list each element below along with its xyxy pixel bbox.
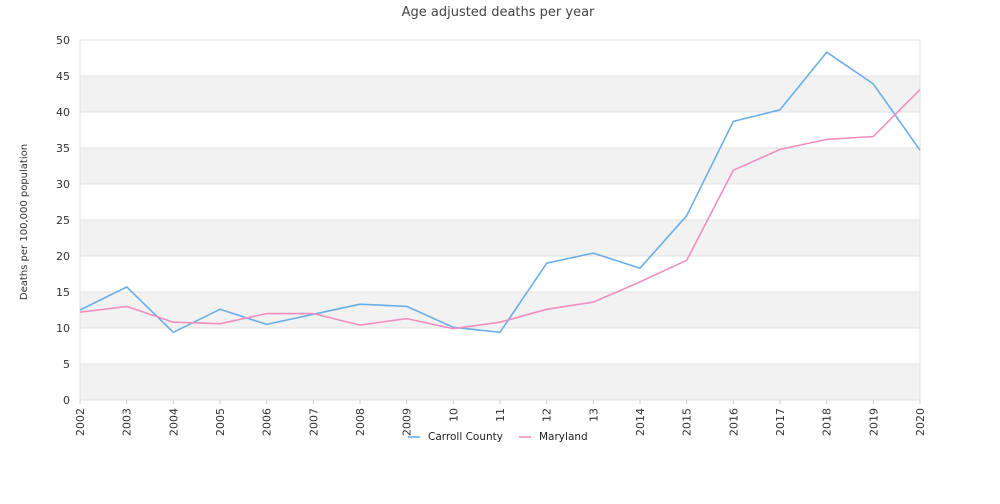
grid-band xyxy=(80,256,920,292)
y-tick-labels: 0 5 10 15 20 25 30 35 40 45 50 xyxy=(56,34,70,407)
y-tick-label: 5 xyxy=(63,358,70,371)
x-tick-label: 2009 xyxy=(401,408,414,436)
x-tick-label: 2020 xyxy=(914,408,927,436)
x-tick-label: 2016 xyxy=(727,408,740,436)
x-tick-labels: 2002 2003 2004 2005 2006 2007 2008 2009 10 11 12 13… xyxy=(74,400,927,436)
grid-band xyxy=(80,184,920,220)
x-tick-label: 2006 xyxy=(261,408,274,436)
grid-band xyxy=(80,148,920,184)
y-tick-label: 50 xyxy=(56,34,70,47)
grid-band xyxy=(80,76,920,112)
legend-label: Maryland xyxy=(539,431,588,443)
x-tick-label: 2002 xyxy=(74,408,87,436)
x-tick-label: 10 xyxy=(447,408,460,422)
x-tick-label: 2003 xyxy=(121,408,134,436)
grid-bands xyxy=(80,40,920,400)
x-tick-label: 2014 xyxy=(634,408,647,436)
x-tick-label: 2019 xyxy=(867,408,880,436)
x-tick-label: 2004 xyxy=(167,408,180,436)
y-tick-label: 15 xyxy=(56,286,70,299)
series-lines xyxy=(79,51,921,334)
y-tick-label: 35 xyxy=(56,142,70,155)
y-tick-label: 10 xyxy=(56,322,70,335)
grid-band xyxy=(80,112,920,148)
y-tick-label: 45 xyxy=(56,70,70,83)
legend: Carroll County Maryland xyxy=(408,431,588,443)
grid-band xyxy=(80,364,920,400)
x-tick-label: 2017 xyxy=(774,408,787,436)
x-tick-label: 2005 xyxy=(214,408,227,436)
x-tick-label: 2015 xyxy=(681,408,694,436)
x-tick-label: 2008 xyxy=(354,408,367,436)
series-line-carroll-county xyxy=(79,51,921,334)
y-tick-label: 20 xyxy=(56,250,70,263)
y-tick-label: 40 xyxy=(56,106,70,119)
y-tick-label: 25 xyxy=(56,214,70,227)
y-tick-label: 30 xyxy=(56,178,70,191)
chart-title: Age adjusted deaths per year xyxy=(402,5,595,20)
x-tick-label: 11 xyxy=(494,408,507,422)
x-tick-label: 12 xyxy=(541,408,554,422)
grid-band xyxy=(80,40,920,76)
grid-band xyxy=(80,328,920,364)
legend-label: Carroll County xyxy=(428,431,503,443)
y-axis-label: Deaths per 100,000 population xyxy=(19,144,30,300)
x-tick-label: 13 xyxy=(587,408,600,422)
x-tick-label: 2007 xyxy=(307,408,320,436)
x-tick-label: 2018 xyxy=(821,408,834,436)
y-tick-label: 0 xyxy=(63,394,70,407)
series-line-maryland xyxy=(79,89,921,330)
grid-band xyxy=(80,220,920,256)
